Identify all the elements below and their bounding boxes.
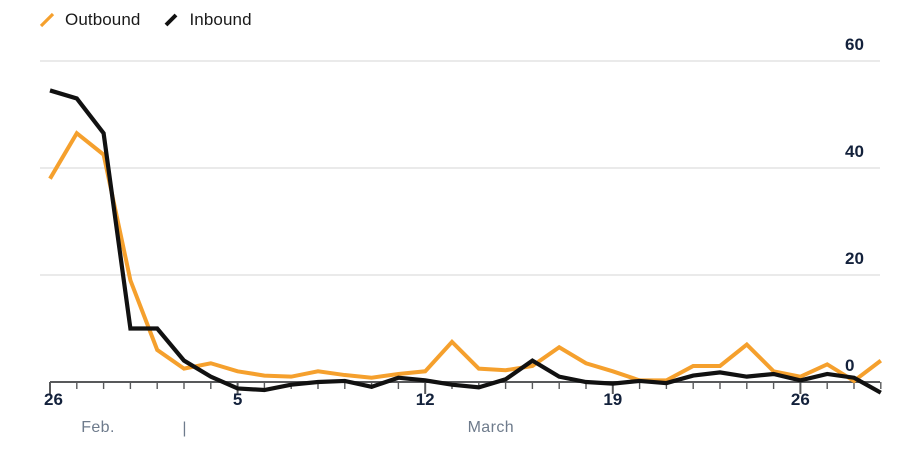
- legend-label-outbound: Outbound: [65, 10, 141, 29]
- y-axis-tick-label: 40: [845, 142, 864, 161]
- y-axis-labels: 60 40 20 0: [845, 0, 900, 460]
- y-axis-tick-label: 60: [845, 35, 864, 54]
- x-axis-tick-label: 26: [44, 390, 63, 409]
- x-axis-tick-label: 5: [232, 390, 243, 409]
- x-axis-ticks: [49, 382, 882, 394]
- x-axis-month-label-feb: Feb.: [81, 419, 115, 436]
- chart-legend: Outbound Inbound: [38, 6, 252, 34]
- gridlines: [40, 60, 880, 276]
- series-line-inbound: [49, 88, 882, 395]
- x-axis-month-separator: |: [182, 420, 187, 437]
- x-axis-tick-label: 26: [790, 390, 810, 409]
- y-axis-tick-label: 20: [845, 249, 864, 268]
- legend-item-outbound[interactable]: Outbound: [38, 10, 140, 30]
- line-swatch-icon: [39, 12, 55, 28]
- legend-item-inbound[interactable]: Inbound: [162, 10, 252, 30]
- series-line-outbound: [48, 130, 883, 384]
- x-axis-tick-label: 19: [603, 390, 623, 409]
- line-swatch-icon: [165, 13, 178, 27]
- x-axis-month-label-march: March: [467, 419, 515, 436]
- x-axis-tick-label: 12: [415, 390, 435, 409]
- y-axis-tick-label: 0: [845, 356, 855, 375]
- legend-label-inbound: Inbound: [189, 10, 252, 29]
